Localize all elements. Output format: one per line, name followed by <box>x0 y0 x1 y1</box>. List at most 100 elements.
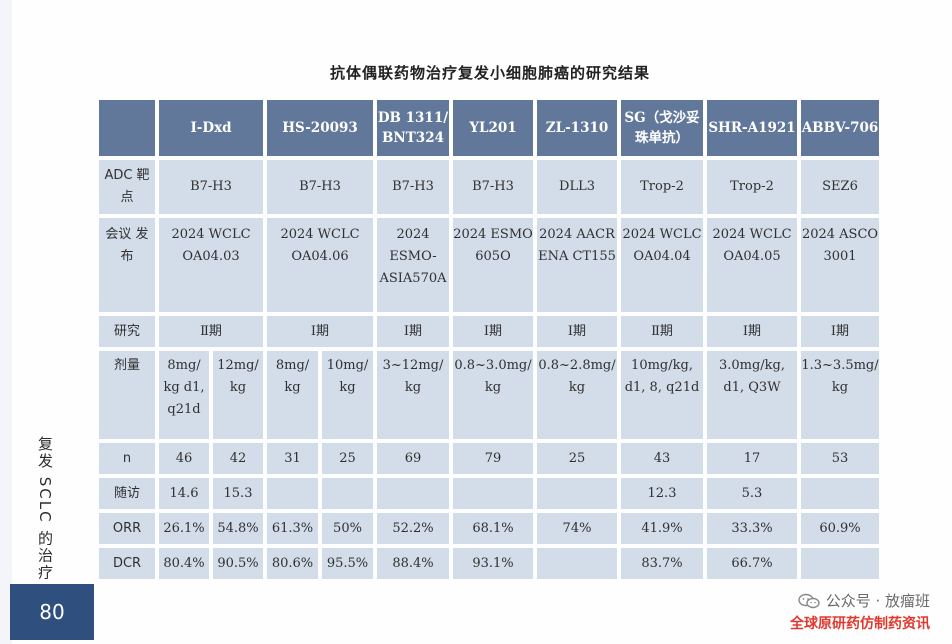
table-row: ADC 靶点 B7-H3 B7-H3 B7-H3 B7-H3 DLL3 Trop… <box>99 160 879 214</box>
wechat-icon <box>797 593 820 608</box>
table-row: 会议 发布 2024 WCLC OA04.03 2024 WCLC OA04.0… <box>99 218 879 312</box>
row-label: n <box>99 443 155 474</box>
table-cell: 80.4% <box>159 548 209 579</box>
table-cell: 93.1% <box>453 548 533 579</box>
table-cell <box>453 478 533 509</box>
table-row: ORR 26.1% 54.8% 61.3% 50% 52.2% 68.1% 74… <box>99 513 879 544</box>
table-cell: 74% <box>537 513 617 544</box>
table-cell: Ⅰ期 <box>267 316 373 347</box>
table-cell: B7-H3 <box>267 160 373 214</box>
table-cell <box>801 478 879 509</box>
header-cell: YL201 <box>453 100 533 156</box>
table-cell: 25 <box>322 443 373 474</box>
table-cell: Ⅱ期 <box>621 316 703 347</box>
table-cell: 54.8% <box>213 513 263 544</box>
row-label: ORR <box>99 513 155 544</box>
results-table: I-Dxd HS-20093 DB 1311/ BNT324 YL201 ZL-… <box>95 96 883 583</box>
table-cell <box>322 478 373 509</box>
table-cell: 2024 ASCO 3001 <box>801 218 879 312</box>
table-cell: 33.3% <box>707 513 797 544</box>
table-cell <box>267 478 318 509</box>
table-cell: B7-H3 <box>159 160 263 214</box>
header-cell: I-Dxd <box>159 100 263 156</box>
table-cell: 83.7% <box>621 548 703 579</box>
table-cell: 8mg/ kg d1, q21d <box>159 351 209 439</box>
table-cell: 69 <box>377 443 449 474</box>
table-cell: B7-H3 <box>453 160 533 214</box>
row-label: 剂量 <box>99 351 155 439</box>
table-cell: Ⅰ期 <box>377 316 449 347</box>
header-cell: SG（戈沙妥珠单抗） <box>621 100 703 156</box>
table-cell: 42 <box>213 443 263 474</box>
table-cell: 53 <box>801 443 879 474</box>
table-cell: 10mg/ kg <box>322 351 373 439</box>
table-cell: 2024 WCLC OA04.03 <box>159 218 263 312</box>
table-cell: 2024 AACR ENA CT155 <box>537 218 617 312</box>
table-cell: 14.6 <box>159 478 209 509</box>
table-cell: 17 <box>707 443 797 474</box>
table-cell: 8mg/ kg <box>267 351 318 439</box>
table-cell: Trop-2 <box>707 160 797 214</box>
table-cell <box>801 548 879 579</box>
table-cell: 90.5% <box>213 548 263 579</box>
table-cell: Ⅰ期 <box>453 316 533 347</box>
table-row: 随访 14.6 15.3 12.3 5.3 <box>99 478 879 509</box>
table-cell <box>537 478 617 509</box>
table-cell: 95.5% <box>322 548 373 579</box>
table-cell: B7-H3 <box>377 160 449 214</box>
table-cell: Ⅱ期 <box>159 316 263 347</box>
table-cell: 3.0mg/kg, d1, Q3W <box>707 351 797 439</box>
table-row: n 46 42 31 25 69 79 25 43 17 53 <box>99 443 879 474</box>
table-row: DCR 80.4% 90.5% 80.6% 95.5% 88.4% 93.1% … <box>99 548 879 579</box>
table-cell: 80.6% <box>267 548 318 579</box>
table-cell <box>537 548 617 579</box>
table-cell: 2024 WCLC OA04.04 <box>621 218 703 312</box>
page-number-box: 80 <box>10 584 94 640</box>
table-cell: 50% <box>322 513 373 544</box>
table-cell: 2024 WCLC OA04.06 <box>267 218 373 312</box>
table-cell: 61.3% <box>267 513 318 544</box>
table-cell: 12.3 <box>621 478 703 509</box>
table-cell: 2024 ESMO 605O <box>453 218 533 312</box>
watermark: 公众号 · 放瘤班 全球原研药仿制药资讯 <box>790 590 930 633</box>
header-cell: ABBV-706 <box>801 100 879 156</box>
table-cell: 0.8~2.8mg/ kg <box>537 351 617 439</box>
header-corner <box>99 100 155 156</box>
row-label: 随访 <box>99 478 155 509</box>
row-label: DCR <box>99 548 155 579</box>
table-cell <box>377 478 449 509</box>
table-cell: 12mg/ kg <box>213 351 263 439</box>
table-cell: 15.3 <box>213 478 263 509</box>
table-row: 剂量 8mg/ kg d1, q21d 12mg/ kg 8mg/ kg 10m… <box>99 351 879 439</box>
table-cell: Ⅰ期 <box>707 316 797 347</box>
page-number: 80 <box>39 600 65 624</box>
table-cell: 2024 WCLC OA04.05 <box>707 218 797 312</box>
table-cell: 2024 ESMO-ASIA570A <box>377 218 449 312</box>
watermark-account: 公众号 · 放瘤班 <box>790 590 930 611</box>
table-cell: 60.9% <box>801 513 879 544</box>
watermark-line2: 全球原研药仿制药资讯 <box>790 616 930 632</box>
table-cell: DLL3 <box>537 160 617 214</box>
table-header-row: I-Dxd HS-20093 DB 1311/ BNT324 YL201 ZL-… <box>99 100 879 156</box>
table-cell: 88.4% <box>377 548 449 579</box>
table-cell: SEZ6 <box>801 160 879 214</box>
table-cell: 66.7% <box>707 548 797 579</box>
watermark-line1: 公众号 · 放瘤班 <box>825 592 930 610</box>
row-label: 会议 发布 <box>99 218 155 312</box>
table-cell: 0.8~3.0mg/ kg <box>453 351 533 439</box>
table-cell: 41.9% <box>621 513 703 544</box>
table-cell: 26.1% <box>159 513 209 544</box>
table-title: 抗体偶联药物治疗复发小细胞肺癌的研究结果 <box>329 64 650 82</box>
table-cell: 43 <box>621 443 703 474</box>
header-cell: HS-20093 <box>267 100 373 156</box>
table-row: 研究 Ⅱ期 Ⅰ期 Ⅰ期 Ⅰ期 Ⅰ期 Ⅱ期 Ⅰ期 Ⅰ期 <box>99 316 879 347</box>
header-cell: ZL-1310 <box>537 100 617 156</box>
row-label: ADC 靶点 <box>99 160 155 214</box>
header-cell: SHR-A1921 <box>707 100 797 156</box>
table-cell: 31 <box>267 443 318 474</box>
row-label: 研究 <box>99 316 155 347</box>
table-cell: 79 <box>453 443 533 474</box>
table-cell: 3~12mg/ kg <box>377 351 449 439</box>
page-edge <box>0 0 12 644</box>
